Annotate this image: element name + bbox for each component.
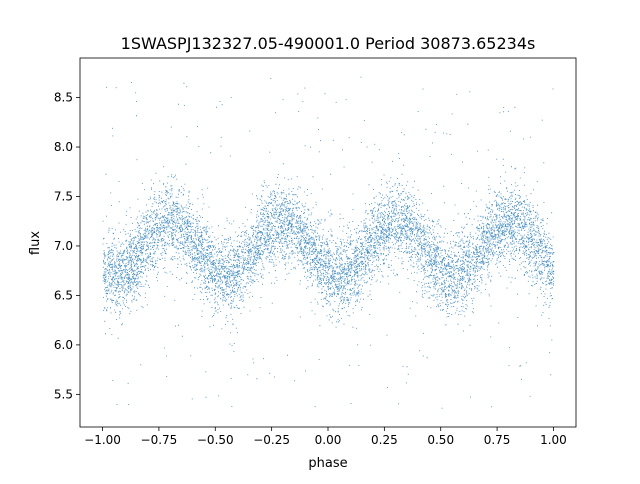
y-tick-label: 7.0	[54, 239, 73, 253]
x-tick-label: 0.50	[427, 433, 454, 447]
y-tick-label: 6.5	[54, 288, 73, 302]
x-axis-label: phase	[308, 456, 347, 471]
y-axis-label: flux	[28, 231, 43, 255]
y-axis: 5.5 6.0 6.5 7.0 7.5 8.0 8.5	[54, 91, 80, 401]
y-tick-label: 8.5	[54, 91, 73, 105]
chart-title: 1SWASPJ132327.05-490001.0 Period 30873.6…	[121, 34, 536, 53]
x-tick-label: −0.50	[197, 433, 234, 447]
y-tick-label: 5.5	[54, 387, 73, 401]
x-tick-label: −0.75	[141, 433, 178, 447]
x-tick-label: −0.25	[253, 433, 290, 447]
y-tick-label: 8.0	[54, 140, 73, 154]
x-tick-label: 0.00	[315, 433, 342, 447]
x-tick-label: 1.00	[540, 433, 567, 447]
x-tick-label: 0.25	[371, 433, 398, 447]
y-tick-label: 6.0	[54, 338, 73, 352]
x-axis: −1.00 −0.75 −0.50 −0.25 0.00 0.25 0.50 0.75 1.00	[84, 427, 567, 447]
y-tick-label: 7.5	[54, 189, 73, 203]
x-tick-label: 0.75	[484, 433, 511, 447]
x-tick-label: −1.00	[84, 433, 121, 447]
